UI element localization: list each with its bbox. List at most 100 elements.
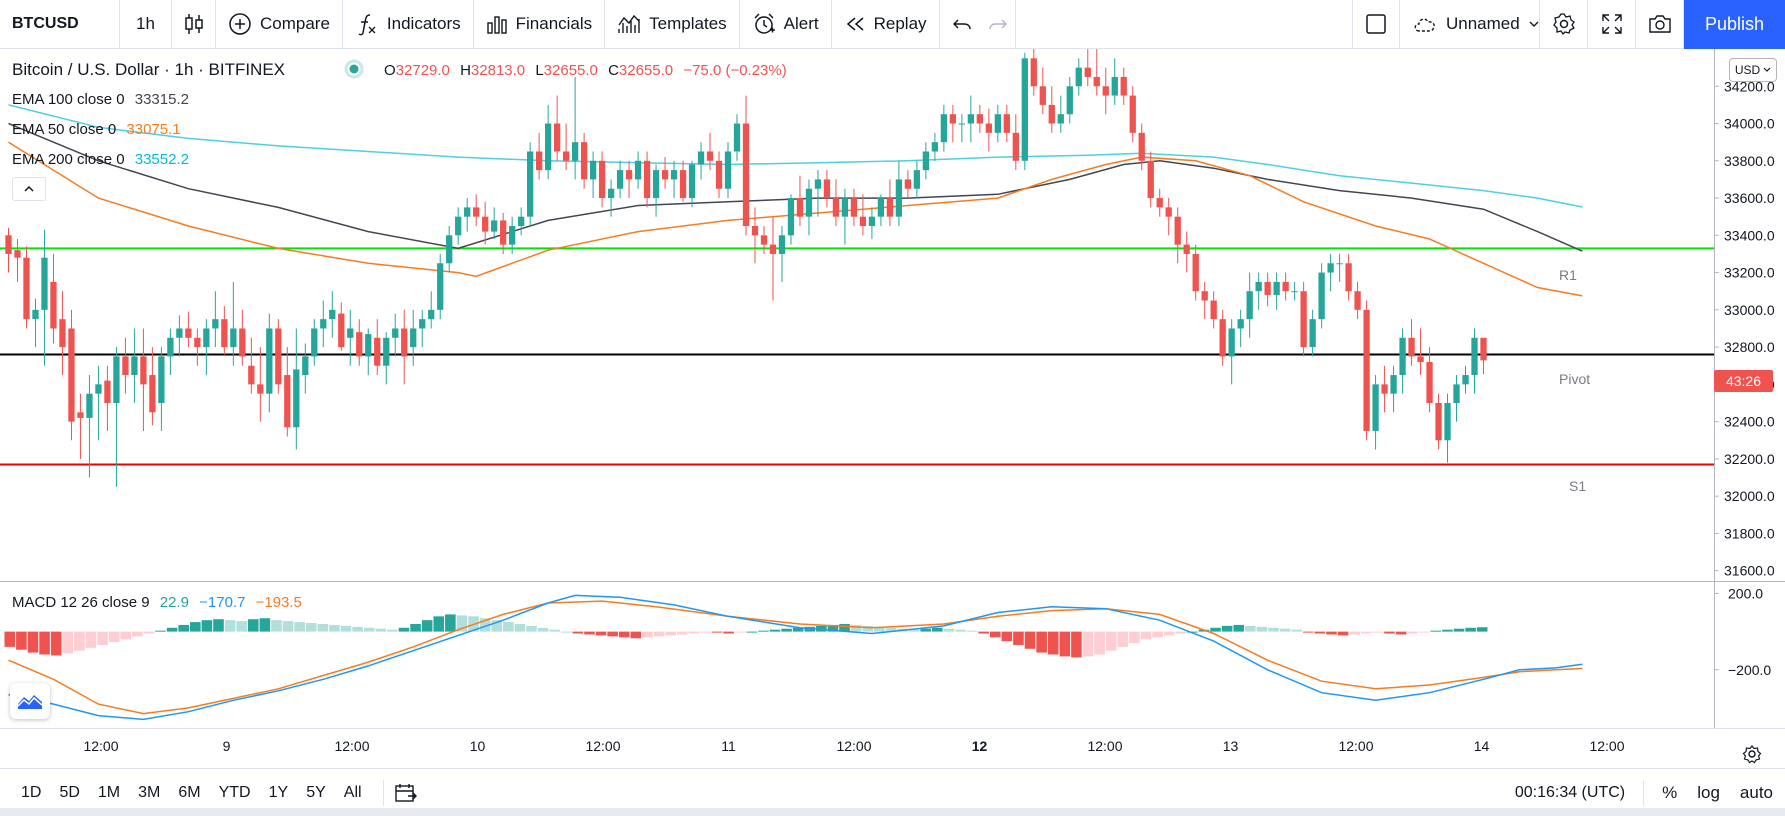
macd-histogram-bar [479,618,491,632]
macd-histogram-bar [282,621,294,632]
ema50-legend[interactable]: EMA 50 close 0 33075.1 [12,121,181,138]
range-button-1y[interactable]: 1Y [268,783,289,801]
candle-body [1246,291,1253,320]
candle-body [886,198,894,217]
fullscreen-layout-button[interactable] [1352,0,1400,49]
chart-canvas[interactable]: 34200.0 34000.0 33800.0 33600.0 33400.0 33200… [0,49,1785,768]
macd-tick-label: 200.0 [1728,585,1763,601]
macd-histogram-bar [561,631,572,633]
range-button-5y[interactable]: 5Y [306,783,326,801]
redo-icon[interactable] [988,15,1008,33]
indicators-button[interactable]: Indicators [343,0,474,49]
interval-button[interactable]: 1h [120,0,172,49]
candle-body [1435,403,1442,441]
macd-histogram-bar [1105,631,1117,651]
symbol-search-button[interactable]: BTCUSD [0,0,120,49]
macd-histogram-bar [653,631,665,637]
percent-scale-toggle[interactable]: % [1662,782,1678,802]
range-button-3m[interactable]: 3M [138,783,161,801]
macd-hist-value: 22.9 [160,594,189,611]
range-button-ytd[interactable]: YTD [218,783,251,801]
ema200-legend[interactable]: EMA 200 close 0 33552.2 [12,151,189,168]
candle-body [1480,337,1487,361]
macd-pane [4,594,1583,721]
candle-body [95,384,102,394]
ema50-line[interactable] [8,141,1583,297]
symbol-label: BTCUSD [12,15,79,32]
macd-histogram-bar [1256,626,1268,632]
range-button-6m[interactable]: 6M [178,783,201,801]
range-button-5d[interactable]: 5D [59,783,80,801]
macd-histogram-bar [1337,631,1349,636]
interval-label: 1h [136,14,155,33]
financials-button[interactable]: Financials [474,0,606,49]
macd-histogram-bar [1082,631,1094,657]
macd-histogram-bar [1059,631,1071,657]
legend-collapse-button[interactable] [12,177,46,201]
candle-body [167,337,174,357]
candle-body [1345,263,1352,292]
macd-histogram-bar [1094,631,1105,655]
indicator-visibility-badge[interactable] [10,683,50,719]
candle-body [1228,328,1235,357]
fullscreen-button[interactable] [1588,0,1636,49]
snapshot-button[interactable] [1636,0,1684,49]
macd-signal-value: −193.5 [256,594,302,611]
macd-histogram-bar [445,614,456,632]
publish-button[interactable]: Publish [1684,0,1785,49]
candle-body [1309,319,1316,348]
candle-body [1327,263,1334,273]
compare-button[interactable]: Compare [216,0,343,49]
chevron-up-icon [24,185,34,192]
candle-body [1336,263,1343,265]
templates-button[interactable]: Templates [605,0,740,49]
candle-body [796,198,804,217]
auto-scale-toggle[interactable]: auto [1739,782,1773,802]
candle-body [643,160,651,199]
candle-body [958,123,966,125]
alert-button[interactable]: Alert [740,0,832,49]
candle-body [131,356,138,376]
macd-histogram-bar [966,630,978,632]
chart-style-button[interactable] [172,0,216,49]
ema100-line[interactable] [8,122,1583,252]
utc-clock[interactable]: 00:16:34 (UTC) [1497,779,1645,806]
candle-body [257,384,264,394]
ema200-line[interactable] [8,104,1583,208]
range-button-1m[interactable]: 1M [97,783,121,801]
signal-line[interactable] [8,600,1583,715]
range-button-1d[interactable]: 1D [21,783,42,801]
ema100-legend[interactable]: EMA 100 close 0 33315.2 [12,91,189,108]
macd-histogram-bar [1360,631,1372,634]
candle-body [410,328,417,348]
candle-body [1264,281,1271,295]
currency-select[interactable]: USD [1729,58,1777,82]
macd-histogram-bar [618,631,630,638]
macd-line[interactable] [8,594,1583,721]
macd-legend[interactable]: MACD 12 26 close 9 22.9 −170.7 −193.5 [12,594,302,611]
macd-histogram-bar [711,631,723,633]
go-to-date-icon[interactable] [394,782,418,804]
log-scale-toggle[interactable]: log [1697,782,1720,802]
candle-body [248,365,255,385]
time-axis[interactable]: 12:00 9 12:00 10 12:00 11 12:00 12 12:00 13 12:00 1… [83,738,1624,754]
candle-body [23,257,30,320]
close-value: 32655.0 [619,62,673,79]
candle-body [1174,216,1181,245]
settings-button[interactable] [1540,0,1588,49]
candle-body [1057,114,1064,124]
legend-title[interactable]: Bitcoin / U.S. Dollar · 1h · BITFINEX [12,60,285,79]
macd-histogram-bar [50,631,62,656]
candle-body [1219,319,1226,357]
undo-icon[interactable] [952,15,972,33]
layout-name-button[interactable]: Unnamed [1400,0,1540,49]
range-button-all[interactable]: All [343,783,362,801]
macd-histogram-bar [549,629,560,632]
macd-histogram-bar [665,631,676,636]
axis-settings-icon[interactable] [1742,745,1762,764]
date-range-group: 1D 5D 1M 3M 6M YTD 1Y 5Y All [0,784,371,802]
replay-button[interactable]: Replay [832,0,940,49]
macd-histogram-bar [1071,631,1082,658]
candle-body [1192,253,1199,292]
macd-histogram-bar [108,631,120,643]
